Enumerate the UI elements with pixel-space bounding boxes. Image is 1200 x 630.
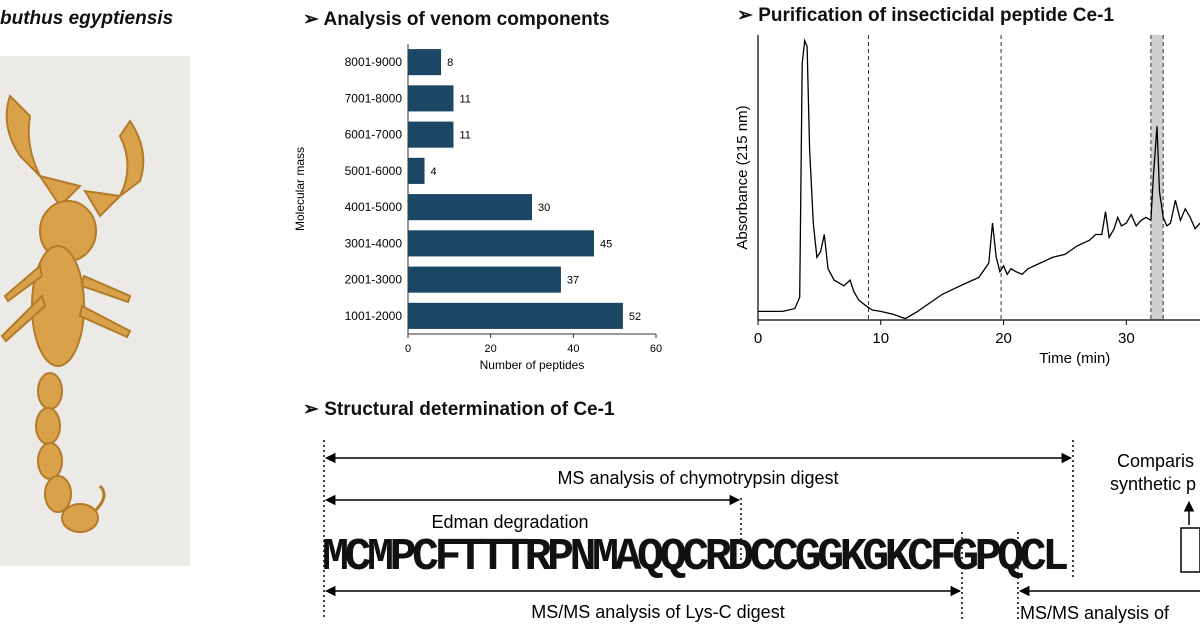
boxed-residue (1180, 527, 1200, 573)
data-label: 52 (629, 311, 641, 323)
bar (408, 157, 425, 184)
x-tick-label: 60 (650, 343, 662, 355)
data-label: 8 (447, 57, 453, 69)
edman-label: Edman degradation (431, 512, 588, 532)
data-label: 30 (538, 202, 550, 214)
section-title-venom: ➢ Analysis of venom components (303, 9, 610, 30)
x-tick-label: 20 (995, 330, 1012, 347)
bar (408, 85, 454, 112)
absorbance-trace (758, 38, 1200, 320)
comparison-label-line2: synthetic p (1110, 474, 1196, 494)
bar (408, 194, 532, 221)
x-axis-label: Time (min) (1039, 350, 1110, 367)
x-tick-label: 0 (405, 343, 411, 355)
y-axis-label: Absorbance (215 nm) (734, 105, 751, 249)
chymotrypsin-label: MS analysis of chymotrypsin digest (557, 468, 838, 488)
section-title-structural: ➢ Structural determination of Ce-1 (303, 399, 615, 420)
category-label: 1001-2000 (345, 309, 403, 323)
bar (408, 230, 594, 257)
venom-bar-chart: 1001-2000 52 2001-3000 37 3001-4000 45 4001-50… (293, 44, 662, 372)
section-title-purification: ➢ Purification of insecticidal peptide C… (737, 5, 1114, 26)
data-label: 4 (431, 166, 437, 178)
category-label: 4001-5000 (345, 200, 403, 214)
category-label: 8001-9000 (345, 55, 403, 69)
shaded-region (1150, 35, 1164, 320)
x-axis-label: Number of peptides (480, 358, 585, 372)
lysc-label: MS/MS analysis of Lys-C digest (531, 602, 784, 622)
bar (408, 266, 561, 293)
data-label: 11 (459, 93, 470, 105)
data-label: 45 (600, 238, 612, 250)
category-label: 6001-7000 (345, 128, 403, 142)
species-label: buthus egyptiensis (0, 8, 174, 29)
category-label: 5001-6000 (345, 164, 403, 178)
data-label: 37 (567, 275, 579, 287)
scorpion-photo (0, 56, 190, 566)
y-axis-label: Molecular mass (293, 147, 307, 231)
category-label: 3001-4000 (345, 236, 403, 250)
data-label: 11 (459, 130, 470, 142)
comparison-label-line1: Comparis (1117, 451, 1194, 471)
structure-diagram: MS analysis of chymotrypsin digest Edman… (323, 440, 1200, 623)
x-tick-label: 0 (754, 330, 762, 347)
x-tick-label: 40 (567, 343, 579, 355)
category-label: 2001-3000 (345, 273, 403, 287)
category-label: 7001-8000 (345, 91, 403, 105)
peptide-sequence: MCMPCFTTTRPNMAQQCRDCCGGKGKCFGPQCL (322, 532, 1069, 583)
x-tick-label: 30 (1118, 330, 1135, 347)
bar (408, 302, 623, 329)
bar (408, 49, 442, 76)
x-tick-label: 20 (485, 343, 497, 355)
x-tick-label: 10 (872, 330, 889, 347)
chromatogram-chart: 0 10 20 30 Time (min) Absorbance (215 nm) (734, 35, 1200, 367)
lysc-right-label: MS/MS analysis of (1020, 603, 1170, 623)
bar (408, 121, 454, 148)
